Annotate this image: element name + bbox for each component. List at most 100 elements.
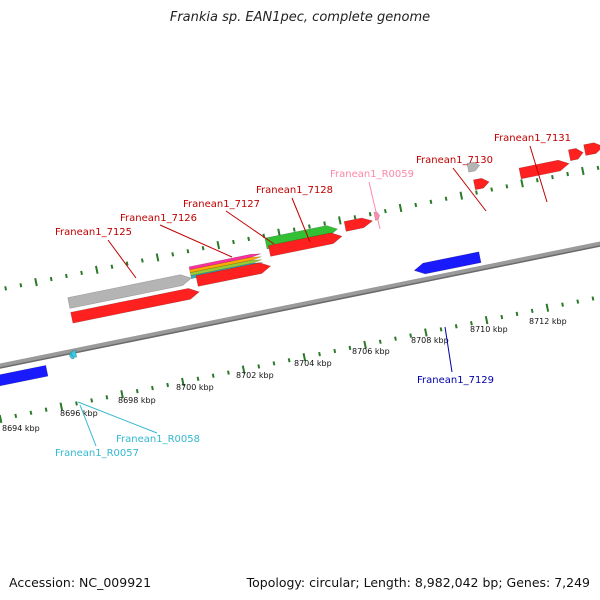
gene-label: Franean1_7130: [416, 155, 493, 166]
accession-text: Accession: NC_009921: [9, 575, 152, 590]
position-label: 8712 kbp: [529, 317, 567, 326]
gene-label: Franean1_7128: [256, 185, 333, 196]
minor-tick: [171, 252, 175, 257]
minor-tick: [44, 407, 48, 412]
minor-tick: [135, 388, 139, 394]
minor-tick: [515, 311, 519, 317]
major-tick: [120, 390, 124, 399]
gene-red-7131: [518, 159, 570, 180]
major-tick: [94, 265, 99, 274]
chromosome-backbone: [0, 241, 600, 369]
minor-tick: [105, 395, 109, 400]
major-tick: [241, 365, 246, 374]
minor-tick: [500, 314, 504, 320]
major-tick: [459, 191, 464, 200]
minor-tick: [14, 413, 18, 419]
gene-stripe-orange: [189, 256, 262, 274]
gene-red-7131b: [567, 148, 584, 162]
gene-red-7127: [268, 232, 343, 257]
map-title: Frankia sp. EAN1pec, complete genome: [169, 10, 431, 25]
minor-tick: [75, 401, 78, 406]
minor-tick: [383, 208, 387, 214]
leader-line: [107, 239, 137, 279]
minor-tick: [576, 299, 580, 304]
minor-tick: [80, 270, 83, 276]
gene-label: Franean1_7131: [494, 133, 571, 144]
minor-tick: [591, 296, 595, 301]
position-label: 8706 kbp: [352, 347, 390, 356]
gene-label: Franean1_R0058: [116, 434, 200, 445]
minor-tick: [125, 261, 129, 266]
minor-tick: [287, 358, 291, 363]
minor-tick: [272, 361, 276, 366]
minor-tick: [211, 373, 215, 378]
minor-tick: [247, 236, 251, 242]
gene-blue-7129: [413, 251, 482, 275]
minor-tick: [439, 327, 443, 332]
minor-tick: [151, 385, 154, 391]
minor-tick: [394, 336, 397, 341]
genome-summary-text: Topology: circular; Length: 8,982,042 bp…: [246, 575, 590, 590]
major-tick: [363, 340, 367, 349]
minor-tick: [551, 174, 554, 180]
lower-tick-row: [0, 296, 595, 424]
minor-tick: [308, 224, 311, 229]
minor-tick: [490, 187, 494, 192]
minor-tick: [368, 212, 372, 217]
minor-tick: [232, 239, 235, 245]
leader-line: [452, 167, 487, 212]
gene-blue-left: [0, 365, 49, 387]
major-tick: [424, 328, 428, 337]
minor-tick: [186, 249, 190, 254]
major-tick: [545, 303, 550, 312]
minor-tick: [505, 184, 509, 189]
gene-label: Franean1_R0057: [55, 448, 139, 459]
minor-tick: [140, 258, 144, 263]
minor-tick: [201, 246, 205, 251]
leader-line: [77, 401, 158, 434]
major-tick: [484, 315, 489, 325]
gene-label: Franean1_R0059: [330, 169, 414, 180]
rna-cyan-r0058: [70, 349, 78, 358]
gene-label: Franean1_7126: [120, 213, 197, 224]
minor-tick: [4, 286, 8, 291]
major-tick: [398, 203, 403, 213]
minor-tick: [378, 339, 382, 344]
minor-tick: [561, 302, 564, 307]
minor-tick: [29, 410, 33, 415]
leader-line: [79, 404, 97, 447]
minor-tick: [110, 264, 114, 269]
gene-label: Franean1_7129: [417, 375, 494, 386]
position-label: 8696 kbp: [60, 409, 98, 418]
gene-red-7130: [473, 177, 490, 191]
minor-tick: [323, 221, 326, 226]
minor-tick: [49, 276, 53, 282]
chromosome-backbone-shadow: [0, 245, 600, 369]
major-tick: [155, 253, 160, 262]
major-tick: [34, 278, 38, 287]
major-tick: [0, 414, 3, 424]
gene-grey-7125: [67, 274, 192, 309]
gene-label: Franean1_7127: [183, 199, 260, 210]
minor-tick: [409, 333, 413, 338]
leader-line: [368, 181, 381, 230]
minor-tick: [166, 382, 170, 388]
minor-tick: [566, 171, 570, 177]
upper-tick-row: [4, 165, 600, 291]
minor-tick: [454, 324, 458, 329]
minor-tick: [196, 376, 200, 381]
minor-tick: [90, 398, 94, 403]
major-tick: [181, 377, 185, 387]
minor-tick: [257, 364, 261, 369]
position-label: 8708 kbp: [411, 336, 449, 345]
gene-grey-7130: [466, 161, 481, 173]
major-tick: [59, 402, 64, 411]
minor-tick: [596, 165, 600, 171]
leader-line: [291, 197, 311, 243]
position-label: 8702 kbp: [236, 371, 274, 380]
minor-tick: [429, 199, 433, 205]
minor-tick: [470, 321, 473, 326]
minor-tick: [65, 273, 68, 279]
gene-stripe-pink: [188, 253, 261, 271]
gene-red-7131c: [583, 142, 600, 156]
